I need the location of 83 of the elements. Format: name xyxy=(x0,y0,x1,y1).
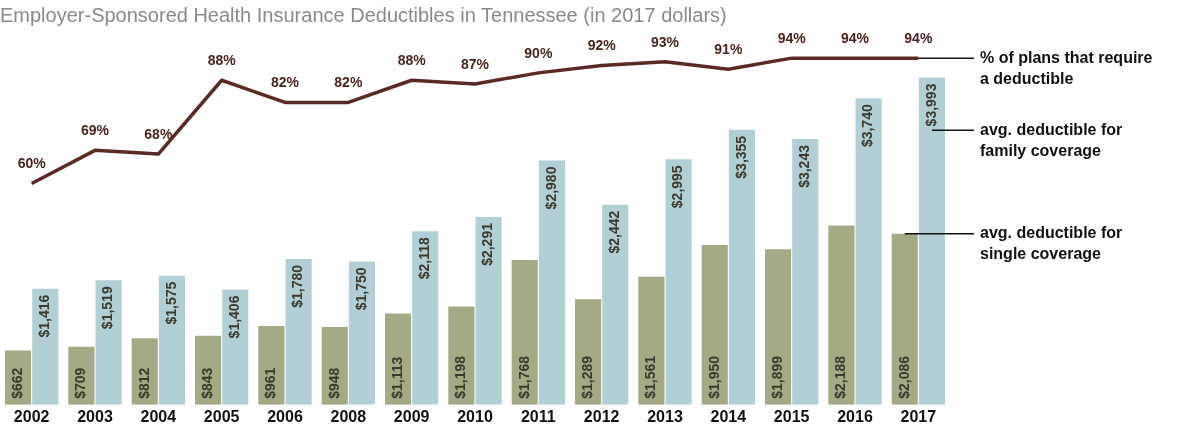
data-label: $1,750 xyxy=(352,267,369,311)
x-tick-label: 2013 xyxy=(647,407,683,425)
x-tick-label: 2006 xyxy=(267,407,303,425)
data-label: $843 xyxy=(198,367,215,399)
data-label: 92% xyxy=(587,37,617,54)
data-label: $1,575 xyxy=(162,281,179,325)
data-label: 90% xyxy=(524,44,553,61)
data-label: $2,118 xyxy=(416,237,433,280)
data-label: $948 xyxy=(325,367,342,399)
bar xyxy=(828,225,855,405)
x-tick-label: 2005 xyxy=(203,407,240,425)
bar xyxy=(792,139,819,405)
data-label: 60% xyxy=(17,155,47,172)
bar xyxy=(918,77,946,405)
bar xyxy=(602,204,629,405)
data-label: $3,993 xyxy=(922,83,939,127)
x-tick-label: 2009 xyxy=(393,407,430,425)
data-label: $1,561 xyxy=(642,355,659,399)
data-label: $1,899 xyxy=(768,355,785,399)
data-label: $3,355 xyxy=(732,135,749,179)
data-label: $812 xyxy=(135,367,152,399)
data-label: 94% xyxy=(777,29,807,46)
data-label: $2,980 xyxy=(542,166,559,210)
data-label: 88% xyxy=(207,52,237,69)
data-label: 69% xyxy=(80,122,110,139)
data-label: 82% xyxy=(270,74,300,91)
data-label: $3,243 xyxy=(796,144,813,188)
data-label: 88% xyxy=(397,52,427,69)
data-label: $662 xyxy=(8,367,25,399)
data-label: 82% xyxy=(334,74,363,91)
bar xyxy=(764,249,792,405)
text: avg. deductible for single coverage xyxy=(980,224,1123,263)
x-tick-label: 2003 xyxy=(77,407,113,425)
x-tick-label: 2015 xyxy=(773,407,810,425)
bar xyxy=(891,233,918,405)
data-label: $1,519 xyxy=(99,286,116,330)
data-label: $1,950 xyxy=(705,355,722,399)
x-tick-label: 2017 xyxy=(900,407,937,425)
bar xyxy=(412,231,439,405)
data-label: 87% xyxy=(460,55,490,72)
bar xyxy=(538,160,566,405)
data-label: $2,086 xyxy=(895,355,912,399)
bar xyxy=(95,280,122,405)
data-label: $1,198 xyxy=(452,355,469,399)
x-tick-label: 2002 xyxy=(13,407,50,425)
data-label: $2,291 xyxy=(479,222,496,266)
x-tick-label: 2012 xyxy=(583,407,620,425)
x-tick-label: 2008 xyxy=(330,407,367,425)
data-label: 68% xyxy=(144,125,173,142)
bar xyxy=(728,129,756,405)
bar xyxy=(701,244,728,405)
text: % of plans that require a deductible xyxy=(980,48,1153,87)
chart-title: Employer-Sponsored Health Insurance Deductibles in Tennessee (in 2017 dollars) xyxy=(0,3,727,26)
bar xyxy=(511,259,538,405)
x-tick-label: 2016 xyxy=(837,407,873,425)
data-label: $1,406 xyxy=(226,295,243,339)
bar xyxy=(348,261,376,405)
data-label: 91% xyxy=(714,41,743,58)
data-label: $1,416 xyxy=(36,294,53,338)
data-label: 94% xyxy=(904,29,933,46)
data-label: $1,113 xyxy=(388,356,405,399)
data-label: 93% xyxy=(650,33,680,50)
bar xyxy=(285,258,312,405)
bar xyxy=(158,275,186,405)
text: avg. deductible for family coverage xyxy=(980,120,1123,159)
bar xyxy=(665,159,692,405)
bar xyxy=(638,276,665,405)
data-label: $1,780 xyxy=(289,264,306,308)
data-label: $2,995 xyxy=(669,165,686,209)
x-tick-label: 2010 xyxy=(457,407,493,425)
bar xyxy=(475,217,502,405)
data-label: $961 xyxy=(262,367,279,399)
x-tick-label: 2004 xyxy=(140,407,177,425)
bar xyxy=(855,98,882,405)
data-label: $1,289 xyxy=(578,355,595,399)
data-label: 94% xyxy=(840,29,870,46)
x-tick-label: 2011 xyxy=(520,407,556,425)
data-label: $1,768 xyxy=(515,355,532,399)
data-label: $2,442 xyxy=(606,210,623,254)
data-label: $709 xyxy=(72,367,89,399)
x-tick-label: 2014 xyxy=(710,407,747,425)
data-label: $3,740 xyxy=(859,104,876,148)
data-label: $2,188 xyxy=(832,355,849,399)
